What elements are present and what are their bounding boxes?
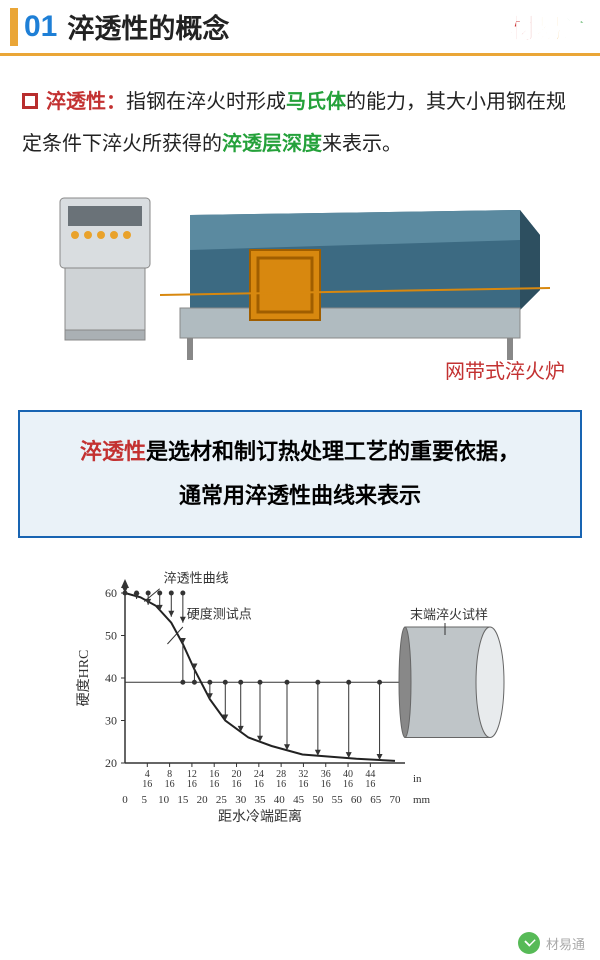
svg-text:70: 70 — [390, 794, 402, 806]
svg-text:55: 55 — [332, 794, 344, 806]
svg-text:16: 16 — [343, 779, 353, 790]
svg-text:5: 5 — [142, 794, 148, 806]
highlight-box: 淬透性是选材和制订热处理工艺的重要依据，通常用淬透性曲线来表示 — [18, 410, 582, 538]
furnace-illustration: 网带式淬火炉 — [20, 180, 580, 380]
svg-text:30: 30 — [105, 714, 117, 728]
svg-text:60: 60 — [105, 586, 117, 600]
svg-text:硬度HRC: 硬度HRC — [76, 650, 92, 707]
svg-text:16: 16 — [254, 779, 264, 790]
svg-text:距水冷端距离: 距水冷端距离 — [218, 808, 302, 823]
page-header: 01 淬透性的概念 材易通 — [0, 0, 600, 56]
svg-text:16: 16 — [365, 779, 375, 790]
watermark: 材易通 — [518, 932, 585, 954]
svg-text:16: 16 — [187, 779, 197, 790]
svg-text:16: 16 — [276, 779, 286, 790]
svg-text:15: 15 — [177, 794, 189, 806]
section-number: 01 — [24, 10, 57, 44]
svg-text:末端淬火试样: 末端淬火试样 — [410, 607, 488, 622]
svg-text:in: in — [413, 773, 422, 785]
svg-text:20: 20 — [197, 794, 209, 806]
svg-text:硬度测试点: 硬度测试点 — [187, 607, 252, 622]
brand-logo: 材易通 — [509, 7, 590, 46]
svg-text:16: 16 — [209, 779, 219, 790]
svg-text:35: 35 — [255, 794, 267, 806]
header-accent-bar — [10, 8, 18, 46]
svg-text:50: 50 — [105, 629, 117, 643]
svg-text:16: 16 — [165, 779, 175, 790]
wechat-icon — [518, 932, 540, 954]
page-title: 淬透性的概念 — [67, 7, 509, 46]
svg-text:20: 20 — [105, 756, 117, 770]
svg-text:60: 60 — [351, 794, 363, 806]
definition-paragraph: 淬透性：指钢在淬火时形成马氏体的能力，其大小用钢在规定条件下淬火所获得的淬透层深… — [22, 81, 578, 165]
term-martensite: 马氏体 — [286, 91, 346, 113]
svg-text:16: 16 — [321, 779, 331, 790]
svg-text:16: 16 — [232, 779, 242, 790]
svg-text:25: 25 — [216, 794, 228, 806]
svg-text:40: 40 — [274, 794, 286, 806]
term-depth: 淬透层深度 — [222, 133, 322, 155]
furnace-caption: 网带式淬火炉 — [445, 355, 565, 384]
svg-text:45: 45 — [293, 794, 305, 806]
hardenability-chart: 2030405060硬度HRC4168161216161620162416281… — [60, 553, 540, 823]
svg-text:65: 65 — [370, 794, 382, 806]
svg-text:mm: mm — [413, 794, 431, 806]
term-hardenability: 淬透性 — [46, 91, 106, 113]
svg-text:16: 16 — [298, 779, 308, 790]
bullet-icon — [22, 93, 38, 109]
svg-text:50: 50 — [312, 794, 324, 806]
svg-text:淬透性曲线: 淬透性曲线 — [164, 570, 229, 585]
svg-text:0: 0 — [122, 794, 128, 806]
svg-text:10: 10 — [158, 794, 170, 806]
svg-text:16: 16 — [142, 779, 152, 790]
svg-text:40: 40 — [105, 671, 117, 685]
svg-text:30: 30 — [235, 794, 247, 806]
boxnote-term: 淬透性 — [80, 439, 146, 464]
